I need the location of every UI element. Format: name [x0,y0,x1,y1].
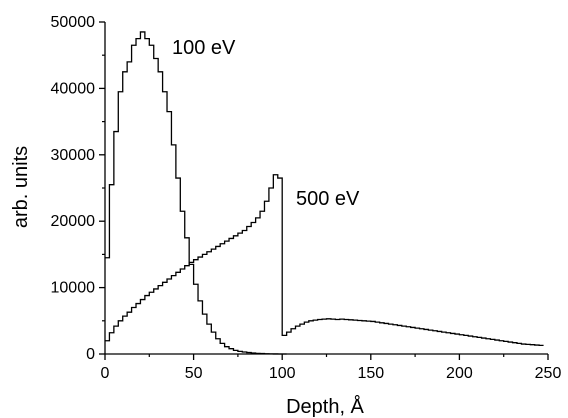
y-tick-label: 10000 [51,280,96,297]
series-line-1 [105,174,544,347]
annotation-100ev: 100 eV [172,37,236,59]
x-tick-label: 200 [446,365,473,382]
series-layer [105,31,544,355]
y-tick-label: 30000 [51,147,96,164]
annotation-500ev: 500 eV [296,188,360,210]
y-tick-label: 20000 [51,213,96,230]
y-tick-label: 40000 [51,80,96,97]
axes-layer [99,21,549,360]
y-axis-title: arb. units [10,146,32,228]
y-tick-label: 0 [86,346,95,363]
x-tick-label: 50 [185,365,203,382]
labels-layer: 0 50 100 150 200 250 0 10000 20000 30000 40000 5000… [51,14,562,382]
y-tick-label: 50000 [51,14,96,31]
x-tick-label: 100 [269,365,296,382]
x-axis-title: Depth, Å [286,395,364,418]
x-tick-label: 250 [535,365,562,382]
x-tick-label: 150 [357,365,384,382]
series-line-0 [105,31,287,355]
x-tick-label: 0 [101,365,110,382]
